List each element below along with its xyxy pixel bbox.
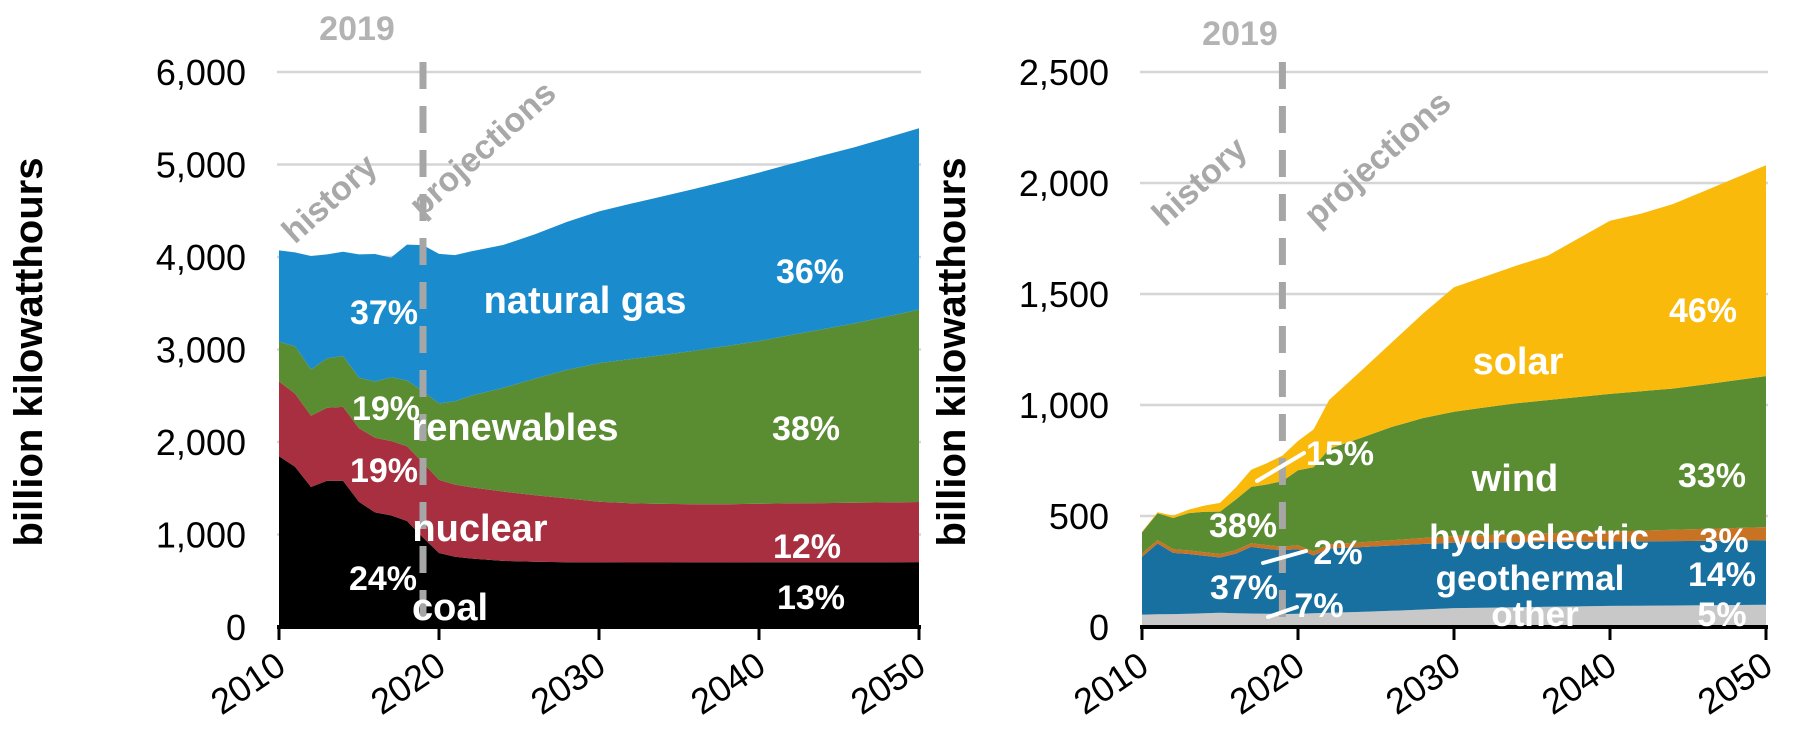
x-tick-label: 2040 <box>683 644 772 723</box>
left-history-label: history <box>275 147 385 251</box>
coal-2019-share: 24% <box>349 560 417 598</box>
other-2019-leader-line <box>1266 605 1299 619</box>
y-tick-label: 2,000 <box>1019 163 1109 204</box>
geothermal-series-label: geothermal <box>1436 559 1625 598</box>
hydroelectric-2050-share: 14% <box>1688 556 1756 594</box>
geothermal-2019-leader-line <box>1261 549 1308 565</box>
wind-2050-share: 33% <box>1678 457 1746 495</box>
y-tick-label: 4,000 <box>156 237 246 278</box>
other-area <box>1142 604 1766 627</box>
wind-area <box>1142 376 1766 554</box>
x-tick-label: 2020 <box>363 644 452 723</box>
right-y-axis-title: billion kilowatthours <box>930 158 974 547</box>
solar-2019-share: 15% <box>1306 435 1374 473</box>
left-projections-label: projections <box>402 73 564 224</box>
y-tick-label: 0 <box>226 607 246 648</box>
natural-gas-2019-share: 37% <box>350 294 418 332</box>
right-divider-year-label: 2019 <box>1202 15 1278 53</box>
geothermal-2050-share: 3% <box>1699 522 1748 560</box>
nuclear-2019-share: 19% <box>350 452 418 490</box>
renewables-2050-share: 38% <box>772 410 840 448</box>
renewables-series-label: renewables <box>412 407 619 449</box>
wind-2019-share: 38% <box>1209 507 1277 545</box>
divider-lines <box>419 62 1286 625</box>
y-tick-label: 3,000 <box>156 330 246 371</box>
nuclear-area <box>279 381 919 563</box>
x-tick-label: 2050 <box>1690 644 1779 723</box>
left-y-axis-title: billion kilowatthours <box>7 158 51 547</box>
x-tick-label: 2030 <box>1378 644 1467 723</box>
x-tick-label: 2020 <box>1222 644 1311 723</box>
geothermal-2019-share: 2% <box>1313 534 1362 572</box>
hydroelectric-2019-share: 37% <box>1210 569 1278 607</box>
solar-2050-share: 46% <box>1669 292 1737 330</box>
natural-gas-area <box>279 128 919 404</box>
y-tick-label: 500 <box>1049 496 1109 537</box>
x-tick-label: 2040 <box>1534 644 1623 723</box>
y-tick-label: 2,000 <box>156 422 246 463</box>
natural-gas-series-label: natural gas <box>484 280 687 322</box>
x-tick-label: 2010 <box>1066 644 1155 723</box>
right-chart-stacked-areas <box>1142 165 1766 627</box>
hydroelectric-series-label: hydroelectric <box>1429 518 1649 557</box>
geothermal-area <box>1142 527 1766 558</box>
coal-2050-share: 13% <box>777 579 845 617</box>
coal-area <box>279 456 919 627</box>
left-divider-year-label: 2019 <box>319 10 395 48</box>
renewables-area <box>279 309 919 505</box>
wind-series-label: wind <box>1471 458 1559 500</box>
x-tick-label: 2010 <box>203 644 292 723</box>
nuclear-series-label: nuclear <box>412 508 547 550</box>
natural-gas-2050-share: 36% <box>776 253 844 291</box>
solar-series-label: solar <box>1473 341 1564 383</box>
hydroelectric-area <box>1142 540 1766 615</box>
renewables-2019-share: 19% <box>352 390 420 428</box>
nuclear-2050-share: 12% <box>773 528 841 566</box>
coal-series-label: coal <box>412 587 488 629</box>
solar-2019-leader-line <box>1255 451 1306 483</box>
x-tick-label: 2050 <box>843 644 932 723</box>
right-projections-label: projections <box>1297 83 1459 234</box>
other-2050-share: 5% <box>1697 596 1746 634</box>
y-tick-label: 2,500 <box>1019 52 1109 93</box>
solar-area <box>1142 165 1766 533</box>
left-chart-stacked-areas <box>279 128 919 627</box>
y-tick-label: 0 <box>1089 607 1109 648</box>
x-tick-label: 2030 <box>523 644 612 723</box>
y-tick-label: 1,000 <box>156 515 246 556</box>
other-series-label: other <box>1491 595 1579 634</box>
other-2019-share: 7% <box>1294 587 1343 625</box>
y-tick-label: 6,000 <box>156 52 246 93</box>
y-tick-label: 5,000 <box>156 145 246 186</box>
y-tick-label: 1,000 <box>1019 385 1109 426</box>
y-tick-label: 1,500 <box>1019 274 1109 315</box>
